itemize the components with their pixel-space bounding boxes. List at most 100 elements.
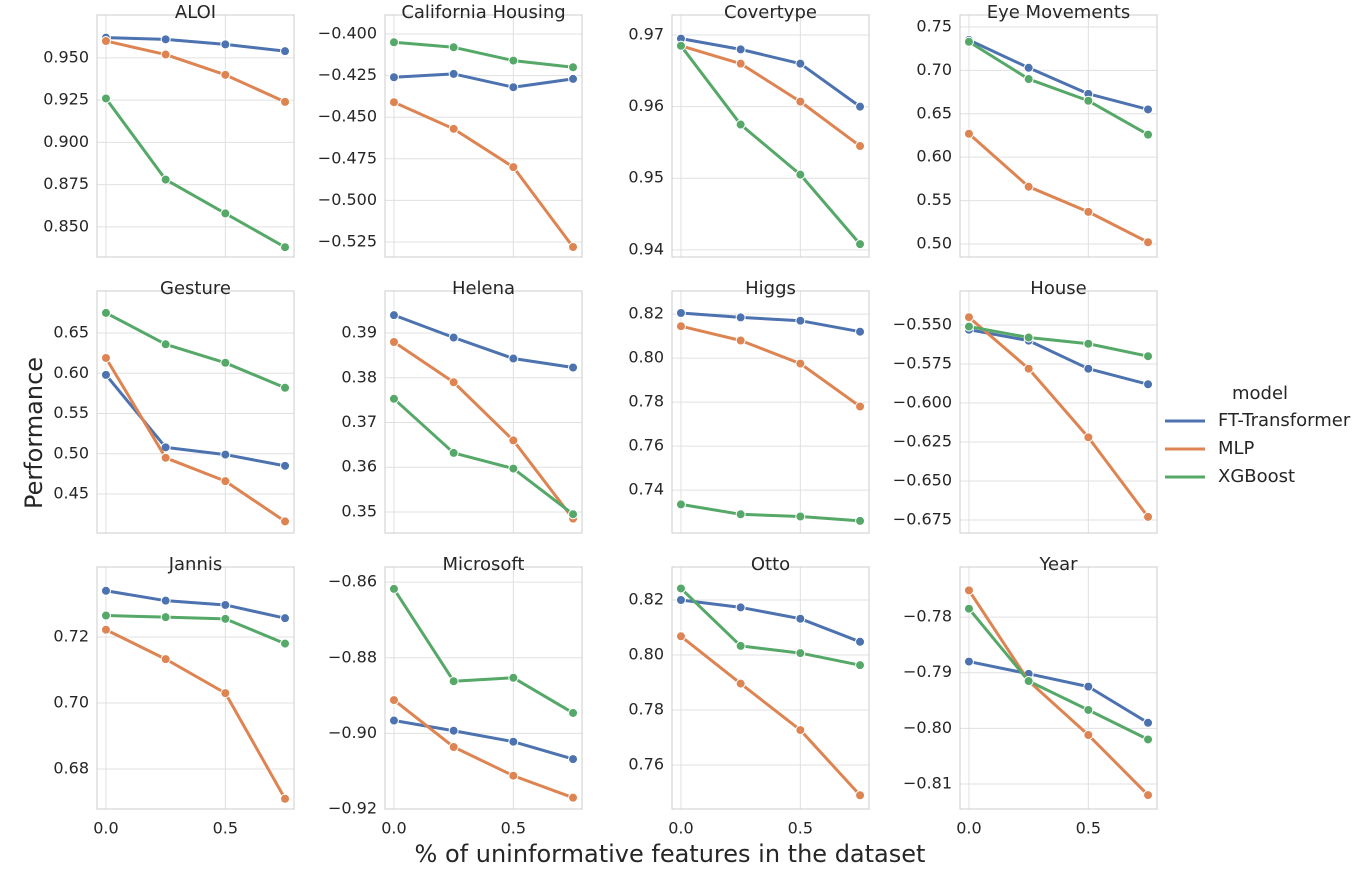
panel-title: Helena [452, 278, 515, 299]
point [795, 358, 806, 369]
point [735, 335, 746, 346]
x-tick-label: 0.0 [956, 819, 981, 838]
point [220, 357, 231, 368]
x-tick-label: 0.5 [213, 819, 238, 838]
point [1083, 730, 1094, 741]
point [220, 449, 231, 460]
panel: 0.94 0.95 0.96 0.97 Covertype [628, 2, 870, 258]
point [160, 595, 171, 606]
point [448, 68, 459, 79]
series-line [680, 635, 862, 797]
series-line [392, 397, 574, 516]
point [160, 654, 171, 665]
series-line [968, 328, 1149, 386]
point [448, 676, 459, 687]
plot-frame [96, 566, 295, 810]
x-tick-label: 0.5 [501, 819, 526, 838]
panel: −0.81 −0.80 −0.79 −0.78 0.0 0.5 Year [903, 554, 1158, 838]
y-tick-label: −0.79 [903, 662, 952, 681]
point [160, 174, 171, 185]
point [448, 725, 459, 736]
point [675, 40, 686, 51]
y-tick-label: 0.95 [628, 168, 664, 187]
point [1143, 104, 1154, 115]
point [508, 435, 519, 446]
point [1083, 704, 1094, 715]
point [388, 583, 399, 594]
series-line [393, 313, 574, 369]
y-tick-label: −0.81 [903, 773, 952, 792]
point [675, 308, 686, 318]
point [220, 613, 231, 624]
point [735, 312, 746, 323]
x-tick-label: 0.0 [93, 819, 118, 838]
point [855, 141, 866, 152]
y-tick-label: −0.500 [318, 190, 377, 209]
y-tick-label: 0.55 [916, 190, 952, 209]
series-line [967, 607, 1149, 741]
panel-title: Otto [751, 554, 790, 575]
point [508, 463, 519, 474]
point [280, 460, 291, 471]
plot-area [960, 15, 1157, 257]
panel: 0.74 0.76 0.78 0.80 0.82 Higgs [628, 278, 870, 534]
series-line [679, 44, 862, 246]
y-tick-label: 0.82 [628, 590, 664, 609]
series-line [680, 311, 861, 334]
y-tick-label: 0.80 [628, 348, 664, 367]
y-tick-label: −0.525 [318, 232, 377, 251]
x-tick-label: 0.5 [1076, 819, 1101, 838]
series-line [105, 36, 286, 53]
x-tick-label: 0.5 [788, 819, 813, 838]
point [388, 37, 399, 48]
point [963, 656, 974, 667]
point [855, 101, 866, 112]
point [220, 208, 231, 219]
y-tick-label: 0.72 [53, 626, 89, 645]
point [1143, 379, 1154, 390]
point [388, 310, 399, 321]
point [100, 307, 111, 318]
panel: 0.76 0.78 0.80 0.82 0.0 0.5 Otto [628, 554, 870, 838]
panel: 0.45 0.50 0.55 0.60 0.65 Gesture [53, 278, 295, 534]
plot-frame [384, 566, 583, 810]
y-tick-label: −0.600 [893, 393, 952, 412]
point [735, 509, 746, 520]
point [568, 73, 579, 84]
point [1083, 363, 1094, 374]
panel-title: Gesture [160, 278, 231, 299]
point [795, 315, 806, 326]
point [100, 610, 111, 621]
plot-frame [671, 290, 870, 534]
point [855, 326, 866, 337]
point [388, 97, 399, 108]
point [508, 353, 519, 364]
y-axis-label: Performance [20, 357, 48, 509]
panel-title: Year [1038, 554, 1078, 575]
point [855, 790, 866, 801]
point [568, 707, 579, 718]
y-tick-label: 0.36 [341, 457, 377, 476]
point [280, 613, 291, 624]
point [568, 362, 579, 373]
y-tick-label: −0.675 [893, 510, 952, 529]
point [568, 62, 579, 73]
panel-title: California Housing [401, 2, 565, 23]
point [568, 509, 579, 520]
x-tick-label: 0.0 [381, 819, 406, 838]
point [963, 312, 974, 323]
y-tick-label: 0.76 [628, 755, 664, 774]
panel: 0.35 0.36 0.37 0.38 0.39 Helena [341, 278, 583, 534]
y-tick-label: 0.60 [53, 363, 89, 382]
point [795, 96, 806, 107]
point [675, 321, 686, 332]
point [735, 119, 746, 130]
point [795, 725, 806, 736]
point [100, 36, 111, 47]
series-line [105, 614, 286, 645]
point [100, 369, 111, 380]
y-tick-label: 0.50 [916, 233, 952, 252]
y-tick-label: 0.75 [916, 16, 952, 35]
point [280, 382, 291, 393]
